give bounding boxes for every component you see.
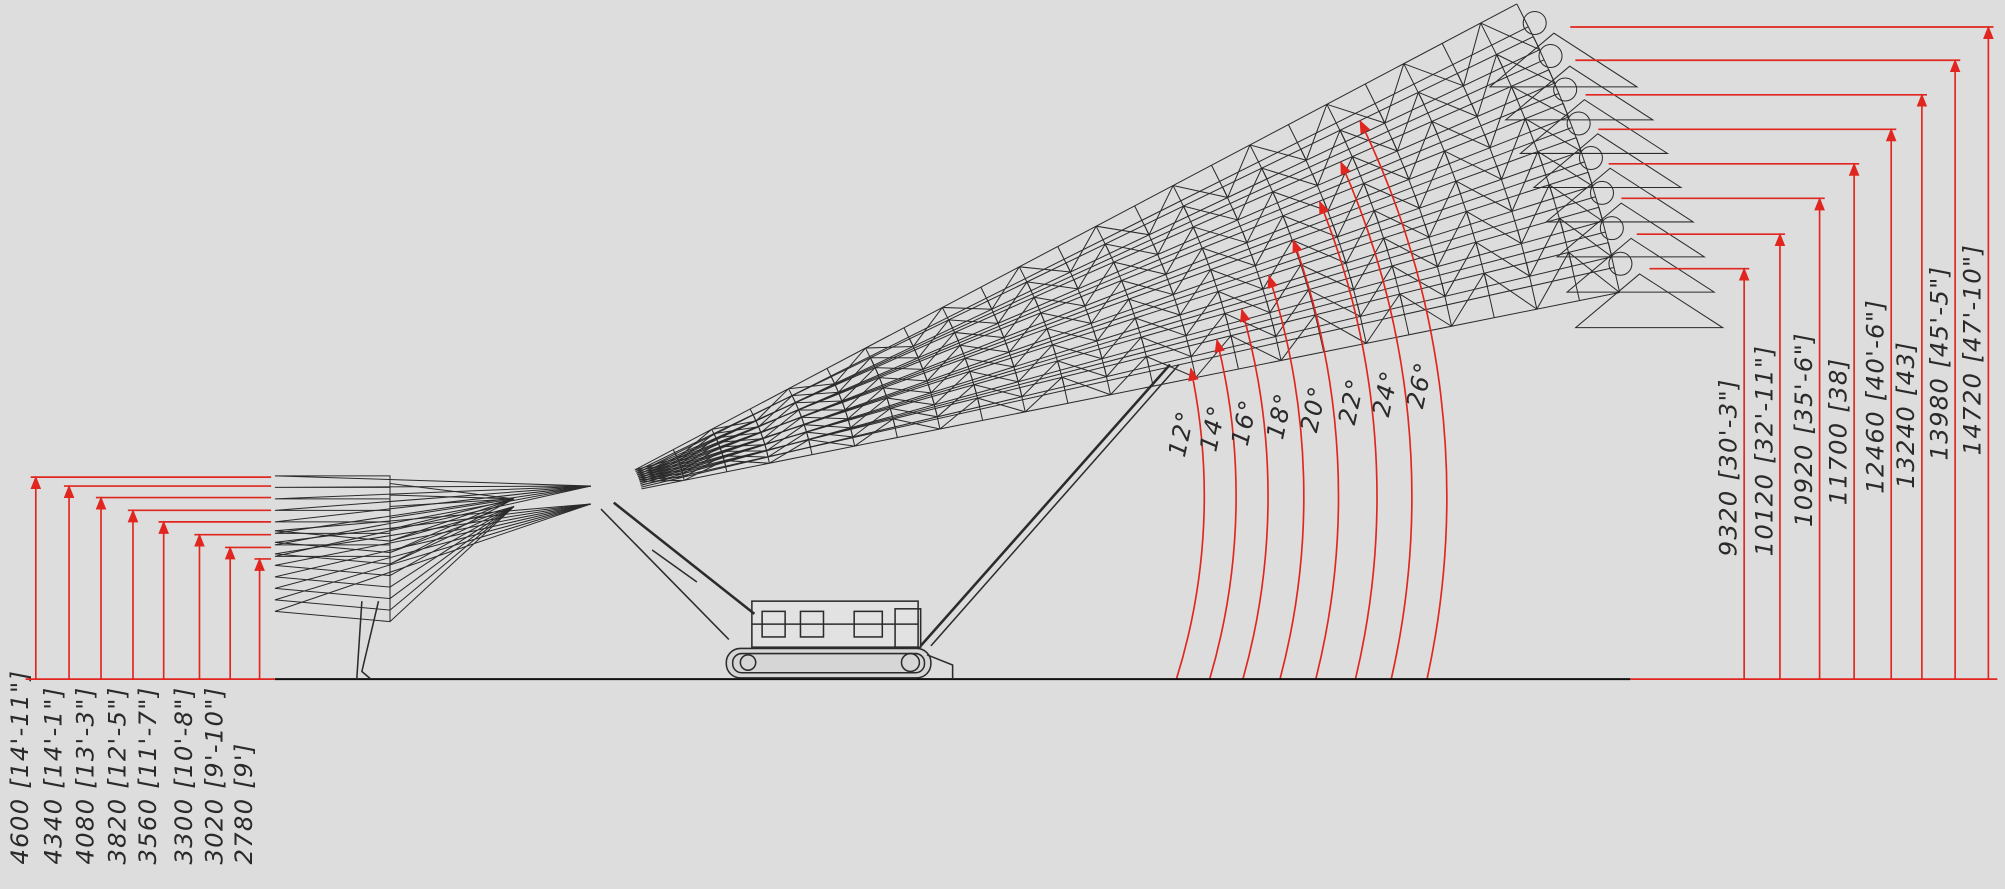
angle-arc — [1340, 161, 1413, 680]
height-label: 10920 [35'-6"] — [1789, 332, 1818, 527]
tip-marker — [1504, 65, 1655, 121]
machine — [274, 3, 1725, 623]
height-label: 4080 [13'-3"] — [70, 687, 99, 865]
angle-arc — [1175, 367, 1206, 680]
height-label: 3020 [9'-10"] — [199, 687, 228, 865]
tip-marker — [1574, 273, 1725, 329]
boom-head — [1522, 10, 1547, 35]
boom-head — [1578, 145, 1603, 171]
counter-boom — [274, 485, 591, 565]
angle-arc — [1318, 200, 1378, 680]
boom-head — [1589, 180, 1615, 205]
height-label: 14720 [47'-10"] — [1958, 244, 1987, 456]
height-label: 2780 [9'] — [229, 742, 258, 864]
angle-arc — [1359, 119, 1448, 680]
angle-arc — [1208, 338, 1237, 680]
height-label: 13980 [45'-5"] — [1924, 266, 1953, 461]
height-label: 4600 [14'-11"] — [5, 670, 34, 865]
counter-boom — [274, 485, 591, 623]
height-label: 3300 [10'-8"] — [169, 687, 198, 865]
height-label: 4340 [14'-1"] — [38, 687, 67, 865]
height-label: 11700 [38] — [1823, 358, 1852, 506]
height-label: 10120 [32'-11"] — [1749, 345, 1778, 557]
tip-marker — [1519, 99, 1670, 154]
boom-head — [1566, 111, 1591, 136]
tip-marker — [1532, 133, 1683, 188]
height-label: 9320 [30'-3"] — [1713, 378, 1742, 556]
tip-marker — [1565, 237, 1716, 293]
boom-head — [1608, 251, 1633, 276]
height-label: 13240 [43] — [1891, 341, 1920, 489]
height-label: 3820 [12'-5"] — [102, 687, 131, 865]
boom — [634, 3, 1541, 478]
dimensions: 4600 [14'-11"] 4340 [14'-1"] 4080 [13'-3"]… — [5, 25, 1994, 865]
angle-arc — [1267, 274, 1305, 680]
boom-head — [1553, 77, 1578, 102]
boom-head — [1538, 43, 1563, 68]
height-label: 12460 [40'-6"] — [1861, 299, 1890, 494]
counter-boom — [274, 485, 591, 600]
counter-boom — [274, 485, 591, 611]
crawler — [355, 363, 1180, 680]
tip-marker — [1544, 167, 1695, 223]
counter-boom — [274, 485, 591, 588]
counter-boom — [274, 485, 591, 577]
tip-marker — [1555, 202, 1707, 258]
angle-arc — [1239, 308, 1269, 680]
angle-arc — [1292, 239, 1340, 680]
height-label: 3560 [11'-7"] — [133, 687, 162, 865]
boom-head — [1599, 216, 1624, 241]
